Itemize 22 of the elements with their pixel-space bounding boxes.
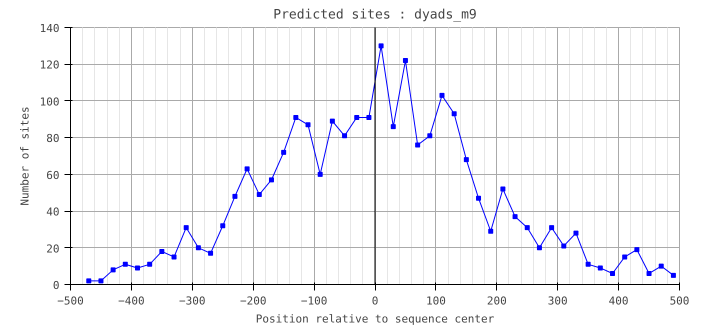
x-tick-label: 200	[486, 294, 507, 308]
x-tick-label: 500	[670, 294, 690, 308]
x-tick-label: 400	[608, 294, 629, 308]
y-tick-label: 100	[40, 95, 60, 108]
x-tick-label: −300	[179, 294, 206, 308]
y-axis-title: Number of sites	[18, 106, 32, 206]
x-tick-label: −500	[57, 294, 84, 308]
y-tick-label: 20	[46, 242, 60, 256]
x-tick-label: 0	[372, 294, 378, 308]
x-tick-label: 100	[426, 294, 446, 308]
x-tick-label: −200	[240, 294, 266, 308]
y-tick-label: 120	[40, 58, 60, 72]
y-tick-label: 0	[52, 279, 60, 292]
x-tick-label: −400	[118, 294, 145, 308]
chart-title: Predicted sites : dyads_m9	[273, 8, 477, 22]
y-tick-label: 40	[46, 206, 60, 219]
x-tick-label: −100	[300, 294, 328, 308]
y-tick-label: 60	[46, 168, 60, 182]
y-tick-label: 80	[46, 132, 60, 146]
x-tick-label: 300	[548, 294, 568, 308]
x-axis-title: Position relative to sequence center	[256, 312, 495, 326]
y-tick-label: 140	[40, 22, 60, 35]
